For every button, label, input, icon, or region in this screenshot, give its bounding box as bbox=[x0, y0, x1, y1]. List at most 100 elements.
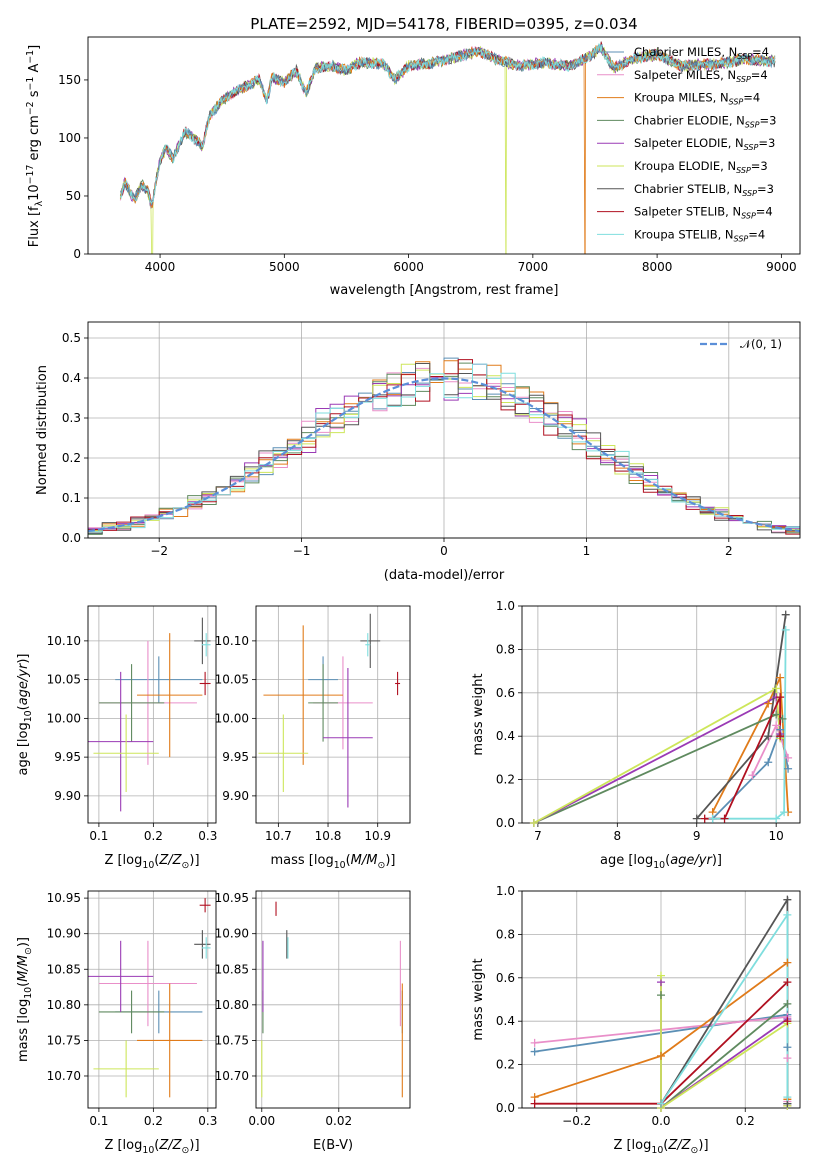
axes-frame bbox=[255, 605, 411, 824]
x-axis-label: wavelength [Angstrom, rest frame] bbox=[330, 283, 559, 298]
x-tick-label: −1 bbox=[293, 544, 311, 558]
weight-marker bbox=[530, 1038, 539, 1047]
y-axis-label: age [log10(age/yr)] bbox=[16, 653, 34, 775]
y-tick-label: 10.10 bbox=[47, 634, 81, 648]
weight-marker bbox=[783, 1017, 792, 1026]
y-tick-label: 10.80 bbox=[47, 998, 81, 1012]
weight-marker bbox=[764, 732, 773, 741]
axes-mass_vs_Z: 0.1 0.2 0.3 10.70 10.75 10.80 10.85 10.90 10.95 Z… bbox=[16, 890, 217, 1156]
weight-marker bbox=[781, 625, 790, 634]
weight-marker bbox=[778, 714, 787, 723]
y-tick-label: 10.05 bbox=[215, 673, 249, 687]
weight-marker bbox=[529, 819, 538, 827]
y-tick-label: 10.90 bbox=[47, 927, 81, 941]
x-tick-label: 4000 bbox=[145, 260, 176, 274]
y-tick-label: 0.0 bbox=[496, 1101, 515, 1115]
y-tick-label: 1.0 bbox=[496, 599, 515, 613]
y-tick-label: 0.3 bbox=[62, 411, 81, 425]
axes-frame bbox=[521, 605, 801, 824]
x-axis-label: Z [log10(Z/Z⊙)] bbox=[104, 853, 199, 871]
x-tick-label: 7000 bbox=[518, 260, 549, 274]
x-tick-label: 2 bbox=[725, 544, 733, 558]
y-tick-label: 0.4 bbox=[496, 1014, 515, 1028]
y-axis-label: mass [log10(M/M⊙)] bbox=[16, 937, 34, 1062]
legend-entry: Kroupa MILES, NSSP=4 bbox=[634, 91, 760, 107]
x-axis-label: age [log10(age/yr)] bbox=[600, 853, 722, 871]
axes-frame bbox=[87, 36, 801, 255]
y-tick-label: 0.2 bbox=[496, 1058, 515, 1072]
weight-marker bbox=[530, 1099, 539, 1108]
axes-massweight_vs_age: 7 8 9 10 0.0 0.2 0.4 0.6 0.8 1.0 age [log10(age/yr… bbox=[471, 599, 801, 871]
y-tick-label: 10.80 bbox=[215, 998, 249, 1012]
x-tick-label: 9000 bbox=[766, 260, 797, 274]
x-tick-label: 0 bbox=[440, 544, 448, 558]
weight-line bbox=[660, 911, 789, 1105]
y-tick-label: 0 bbox=[73, 247, 81, 261]
weight-marker bbox=[764, 758, 773, 767]
x-tick-label: 0.2 bbox=[144, 829, 163, 843]
weight-marker bbox=[780, 808, 789, 817]
weight-marker bbox=[784, 753, 793, 762]
weight-line bbox=[660, 896, 789, 1105]
y-tick-label: 10.05 bbox=[47, 673, 81, 687]
x-tick-label: 10 bbox=[769, 829, 784, 843]
weight-marker bbox=[776, 732, 785, 741]
weight-marker bbox=[772, 721, 781, 730]
y-tick-label: 0.5 bbox=[62, 331, 81, 345]
x-axis-label: Z [log10(Z/Z⊙)] bbox=[613, 1138, 708, 1156]
panels: 4000 5000 6000 7000 8000 9000050100150wavelen… bbox=[16, 36, 801, 1156]
legend-entry: Chabrier ELODIE, NSSP=3 bbox=[634, 113, 776, 129]
plot-area-massweight_vs_age bbox=[533, 614, 789, 823]
y-tick-label: 0.2 bbox=[62, 451, 81, 465]
weight-marker bbox=[720, 814, 729, 823]
y-tick-label: 1.0 bbox=[496, 884, 515, 898]
axes-age_vs_Z: 0.1 0.2 0.3 9.90 9.95 10.00 10.05 10.10 Z [log10… bbox=[16, 605, 217, 871]
y-tick-label: 0.0 bbox=[62, 531, 81, 545]
legend-entry: Salpeter MILES, NSSP=4 bbox=[634, 68, 768, 84]
axes-mass_vs_ebv: 0.00 0.02 10.70 10.75 10.80 10.85 10.90 10.95 E(… bbox=[215, 890, 411, 1153]
y-tick-label: 10.10 bbox=[215, 634, 249, 648]
weight-line bbox=[533, 695, 781, 823]
axes-massweight_vs_Z: −0.2 0.0 0.2 0.0 0.2 0.4 0.6 0.8 1.0 Z [log10(Z/Z… bbox=[471, 884, 801, 1156]
x-tick-label: 9 bbox=[693, 829, 701, 843]
weight-line bbox=[711, 726, 789, 820]
weight-line bbox=[660, 995, 789, 1108]
x-axis-label: Z [log10(Z/Z⊙)] bbox=[104, 1138, 199, 1156]
y-axis-label: mass weight bbox=[471, 673, 486, 755]
weight-marker bbox=[764, 699, 773, 708]
y-tick-label: 0.1 bbox=[62, 491, 81, 505]
x-tick-label: 5000 bbox=[269, 260, 300, 274]
weight-marker bbox=[692, 814, 701, 823]
weight-marker bbox=[776, 693, 785, 702]
x-tick-label: 0.0 bbox=[651, 1114, 670, 1128]
legend-entry: Chabrier STELIB, NSSP=3 bbox=[634, 182, 774, 198]
x-axis-label: mass [log10(M/M⊙)] bbox=[271, 853, 396, 871]
weight-marker bbox=[530, 1047, 539, 1056]
y-tick-label: 150 bbox=[58, 73, 81, 87]
axes-residuals: −2 −1 0 1 2 0.0 0.1 0.2 0.3 0.4 0.5 𝒩(0, 1) (data-mo… bbox=[35, 321, 801, 583]
plot-area-mass_vs_Z bbox=[88, 898, 211, 1098]
weight-marker bbox=[783, 910, 792, 919]
axes-age_vs_mass: 10.7 10.8 10.9 9.90 9.95 10.00 10.05 10.10 mass … bbox=[215, 605, 411, 871]
y-tick-label: 10.85 bbox=[47, 962, 81, 976]
plot-area-age_vs_mass bbox=[258, 613, 401, 808]
weight-marker bbox=[657, 1051, 665, 1060]
legend-entry: 𝒩(0, 1) bbox=[740, 337, 782, 351]
weight-marker bbox=[783, 978, 792, 987]
x-tick-label: 0.3 bbox=[198, 1114, 217, 1128]
y-axis-label: mass weight bbox=[471, 958, 486, 1040]
y-tick-label: 10.70 bbox=[215, 1069, 249, 1083]
x-tick-label: 1 bbox=[583, 544, 591, 558]
weight-marker bbox=[772, 684, 781, 693]
weight-marker bbox=[783, 958, 792, 967]
y-tick-label: 10.95 bbox=[215, 891, 249, 905]
y-tick-label: 0.0 bbox=[496, 816, 515, 830]
weight-marker bbox=[783, 1043, 792, 1052]
x-tick-label: 0.1 bbox=[89, 1114, 108, 1128]
y-tick-label: 10.00 bbox=[215, 711, 249, 725]
plot-area-mass_vs_ebv bbox=[261, 901, 403, 1098]
x-tick-label: 0.1 bbox=[89, 829, 108, 843]
plot-area-age_vs_Z bbox=[88, 617, 211, 812]
normal-pdf-curve bbox=[88, 377, 800, 533]
y-axis-label: Normed distribution bbox=[35, 365, 50, 495]
